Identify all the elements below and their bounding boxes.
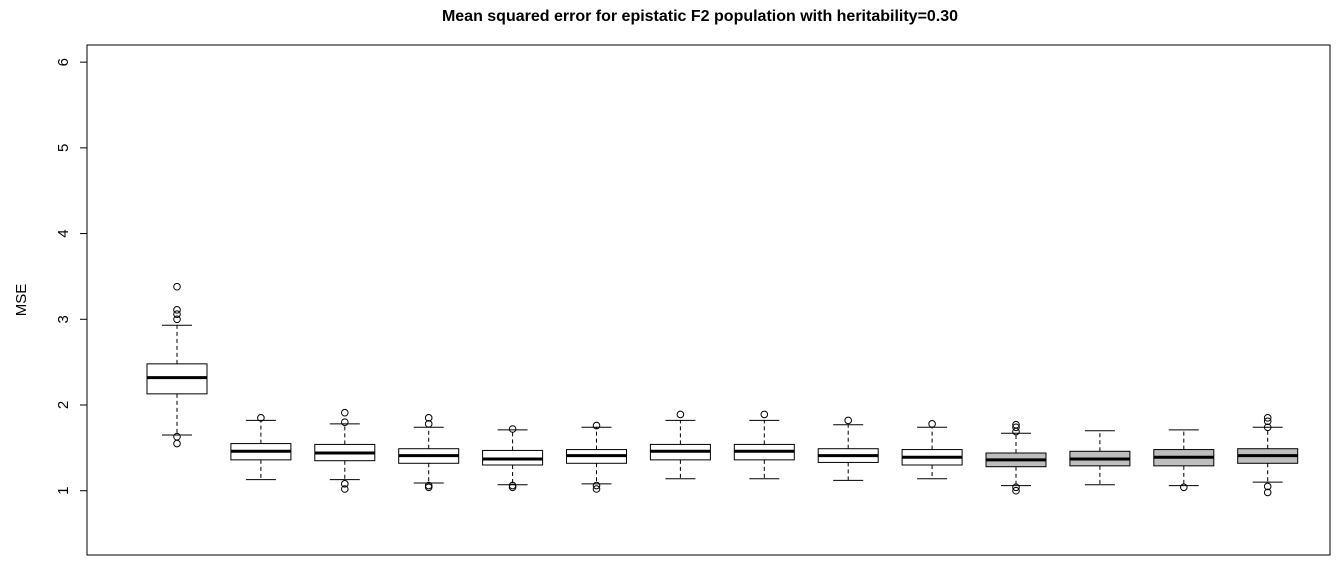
outlier bbox=[760, 410, 769, 419]
outlier bbox=[257, 414, 265, 422]
outlier bbox=[173, 439, 181, 448]
y-tick-label: 5 bbox=[55, 144, 72, 152]
outlier bbox=[1263, 414, 1272, 422]
outlier bbox=[1012, 486, 1020, 495]
outlier bbox=[173, 306, 181, 314]
outlier bbox=[173, 310, 181, 318]
outlier bbox=[676, 410, 685, 419]
outlier bbox=[844, 416, 853, 425]
outlier bbox=[424, 483, 433, 492]
outlier bbox=[424, 414, 433, 422]
outlier bbox=[1263, 488, 1272, 497]
y-axis-label: MSE bbox=[13, 284, 30, 317]
outlier bbox=[1012, 427, 1020, 436]
outlier bbox=[1263, 417, 1272, 426]
outlier bbox=[341, 485, 349, 493]
y-tick-label: 6 bbox=[55, 58, 72, 66]
y-tick-label: 4 bbox=[55, 229, 72, 237]
y-tick-label: 2 bbox=[55, 401, 72, 409]
outlier bbox=[173, 315, 181, 324]
outlier bbox=[592, 481, 601, 490]
y-tick-label: 1 bbox=[55, 487, 72, 495]
outlier bbox=[592, 485, 601, 493]
outlier bbox=[1012, 423, 1020, 432]
outlier bbox=[508, 425, 517, 433]
y-tick-label: 3 bbox=[55, 315, 72, 323]
outlier bbox=[1263, 423, 1272, 432]
outlier bbox=[1263, 482, 1272, 491]
chart-title: Mean squared error for epistatic F2 popu… bbox=[442, 8, 958, 25]
outlier bbox=[424, 420, 433, 428]
plot-frame bbox=[86, 44, 1331, 556]
outlier bbox=[928, 420, 936, 428]
outlier bbox=[1180, 483, 1188, 492]
outlier bbox=[173, 282, 181, 291]
outlier bbox=[592, 421, 601, 430]
outlier bbox=[1012, 483, 1020, 492]
outlier bbox=[341, 408, 349, 417]
outlier bbox=[341, 418, 349, 426]
outlier bbox=[341, 480, 349, 488]
outlier bbox=[508, 483, 517, 492]
outlier bbox=[173, 432, 181, 441]
